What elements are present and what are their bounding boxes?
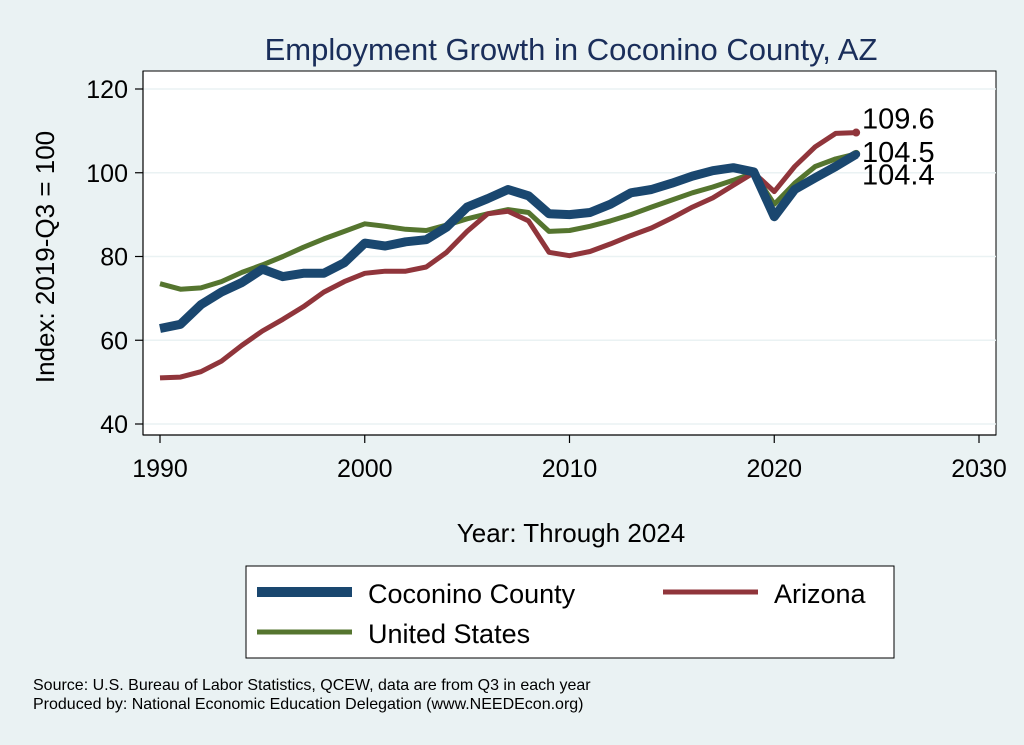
end-value-label: 104.4: [862, 159, 935, 191]
y-tick-label: 80: [100, 244, 128, 272]
end-value-label: 104.5: [862, 137, 935, 169]
source-note: Produced by: National Economic Education…: [33, 696, 584, 713]
y-tick-label: 120: [86, 76, 128, 104]
y-axis-title: Index: 2019-Q3 = 100: [30, 131, 60, 383]
y-tick-label: 100: [86, 160, 128, 188]
x-tick-label: 2020: [746, 455, 802, 483]
source-note: Source: U.S. Bureau of Labor Statistics,…: [33, 677, 591, 694]
legend-box: [245, 565, 895, 659]
series-lines: [159, 128, 861, 381]
x-tick-label: 2010: [542, 455, 598, 483]
legend-label: United States: [368, 619, 530, 649]
end-marker: [852, 150, 861, 159]
x-tick-label: 2000: [337, 455, 393, 483]
axes: 40 60 80 100 120 1990 2000 2010 2020 2030: [86, 71, 1007, 483]
y-tick-label: 40: [100, 411, 128, 439]
legend-label: Coconino County: [368, 579, 576, 609]
end-value-label: 109.6: [862, 104, 935, 136]
x-tick-label: 2030: [951, 455, 1007, 483]
legend-label: Arizona: [774, 579, 867, 609]
source-notes: Source: U.S. Bureau of Labor Statistics,…: [33, 677, 591, 713]
series-line-coconino-county: [159, 150, 859, 333]
x-tick-label: 1990: [132, 455, 188, 483]
legend: Coconino County Arizona United States: [245, 565, 895, 659]
y-tick-label: 60: [100, 327, 128, 355]
series-line-arizona: [159, 130, 857, 381]
x-axis-title: Year: Through 2024: [457, 518, 685, 548]
end-marker: [852, 128, 861, 137]
chart-title: Employment Growth in Coconino County, AZ: [265, 32, 878, 67]
